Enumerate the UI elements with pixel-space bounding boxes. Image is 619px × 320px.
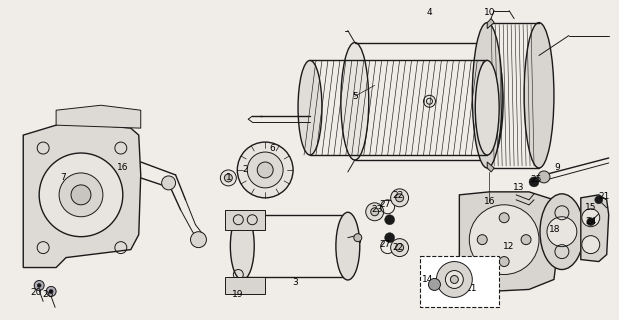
Circle shape [521, 235, 531, 244]
Ellipse shape [475, 60, 499, 155]
Circle shape [162, 176, 176, 190]
Circle shape [354, 234, 361, 242]
Text: 9: 9 [554, 164, 560, 172]
Text: 22: 22 [392, 243, 403, 252]
Circle shape [423, 95, 435, 107]
Circle shape [34, 280, 44, 291]
Circle shape [428, 278, 441, 291]
Text: 6: 6 [269, 144, 275, 153]
Circle shape [247, 152, 283, 188]
Text: 15: 15 [585, 203, 597, 212]
Circle shape [59, 173, 103, 217]
Circle shape [384, 233, 395, 243]
Ellipse shape [472, 23, 502, 168]
Text: 23: 23 [371, 205, 383, 214]
Text: 25: 25 [530, 175, 542, 184]
Text: 16: 16 [483, 197, 495, 206]
Ellipse shape [524, 23, 554, 168]
Text: 8: 8 [438, 284, 444, 293]
Circle shape [37, 284, 41, 287]
Text: 4: 4 [426, 8, 432, 17]
Text: 22: 22 [392, 191, 403, 200]
Circle shape [191, 232, 207, 248]
Text: 26: 26 [43, 290, 54, 299]
Circle shape [371, 208, 379, 216]
Circle shape [49, 289, 53, 293]
Ellipse shape [540, 194, 584, 269]
Text: 3: 3 [292, 278, 298, 287]
Text: 21: 21 [598, 192, 609, 201]
Text: 24: 24 [585, 217, 596, 226]
Circle shape [587, 218, 595, 226]
Text: 11: 11 [465, 284, 477, 293]
Text: 7: 7 [60, 173, 66, 182]
Text: 27: 27 [379, 240, 391, 249]
Polygon shape [225, 210, 265, 230]
Circle shape [477, 235, 487, 244]
Polygon shape [56, 105, 141, 128]
Polygon shape [487, 162, 494, 172]
Circle shape [582, 209, 600, 227]
Circle shape [39, 153, 123, 237]
Polygon shape [24, 122, 141, 268]
Circle shape [547, 217, 577, 247]
Circle shape [224, 174, 232, 182]
Circle shape [366, 203, 384, 221]
Ellipse shape [475, 43, 503, 160]
Circle shape [499, 257, 509, 267]
Polygon shape [581, 195, 608, 261]
Ellipse shape [341, 43, 369, 160]
Ellipse shape [298, 60, 322, 155]
Circle shape [436, 261, 472, 297]
Text: 2: 2 [243, 165, 248, 174]
Circle shape [396, 244, 404, 252]
Text: 18: 18 [549, 225, 561, 234]
Circle shape [451, 276, 458, 284]
Text: 27: 27 [379, 200, 391, 209]
Text: 16: 16 [117, 164, 129, 172]
Ellipse shape [336, 212, 360, 280]
Text: 20: 20 [30, 288, 42, 297]
Text: 19: 19 [232, 290, 243, 299]
Circle shape [469, 205, 539, 275]
Text: 14: 14 [422, 275, 433, 284]
Circle shape [258, 162, 273, 178]
Circle shape [446, 270, 464, 288]
Polygon shape [225, 277, 265, 294]
Circle shape [237, 142, 293, 198]
Circle shape [529, 177, 539, 187]
Ellipse shape [230, 212, 254, 280]
Circle shape [499, 213, 509, 223]
Text: 13: 13 [513, 183, 525, 192]
Circle shape [220, 170, 236, 186]
Circle shape [391, 239, 409, 257]
Circle shape [538, 171, 550, 183]
Text: 5: 5 [352, 92, 358, 101]
Text: 12: 12 [503, 242, 515, 251]
Circle shape [71, 185, 91, 205]
Circle shape [396, 194, 404, 202]
Polygon shape [487, 19, 494, 28]
Circle shape [46, 286, 56, 296]
Text: 10: 10 [483, 8, 495, 17]
Text: 1: 1 [225, 173, 232, 182]
Bar [420, 256, 499, 307]
Circle shape [384, 215, 395, 225]
Circle shape [391, 189, 409, 207]
Circle shape [595, 196, 603, 204]
Circle shape [426, 98, 433, 104]
Polygon shape [459, 192, 559, 292]
Circle shape [582, 236, 600, 253]
